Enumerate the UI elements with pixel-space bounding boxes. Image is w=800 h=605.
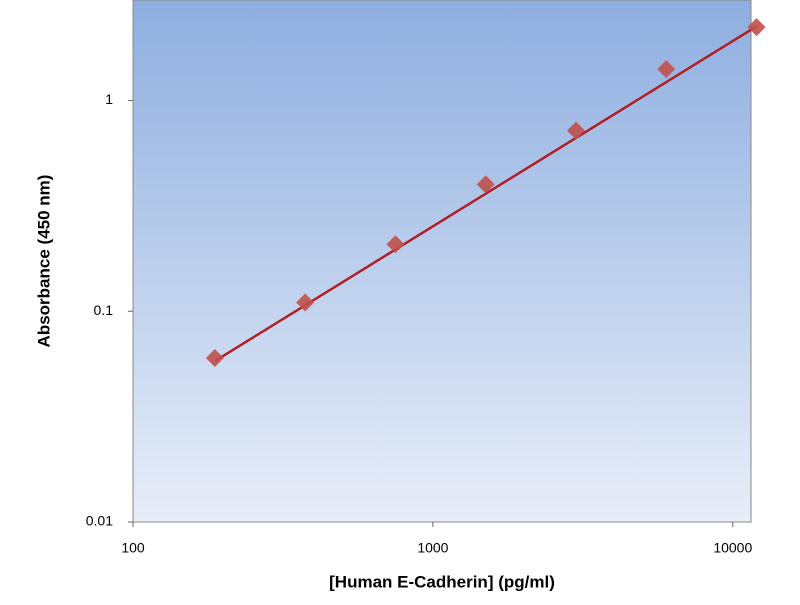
- data-point: [566, 121, 585, 140]
- data-point: [205, 349, 224, 368]
- data-point: [296, 293, 315, 312]
- y-axis-title: Absorbance (450 nm): [34, 175, 53, 348]
- y-tick-label: 1: [105, 91, 113, 107]
- y-tick-label: 0.01: [86, 513, 113, 529]
- x-tick-label: 100: [121, 540, 145, 556]
- data-point: [386, 235, 405, 254]
- y-tick-label: 0.1: [94, 302, 114, 318]
- plot-area: [132, 0, 752, 523]
- data-point: [747, 18, 766, 37]
- data-point: [657, 60, 676, 79]
- x-tick-label: 10000: [713, 540, 752, 556]
- data-point: [476, 175, 495, 194]
- x-tick-label: 1000: [417, 540, 448, 556]
- x-axis-title: [Human E-Cadherin] (pg/ml): [329, 572, 555, 591]
